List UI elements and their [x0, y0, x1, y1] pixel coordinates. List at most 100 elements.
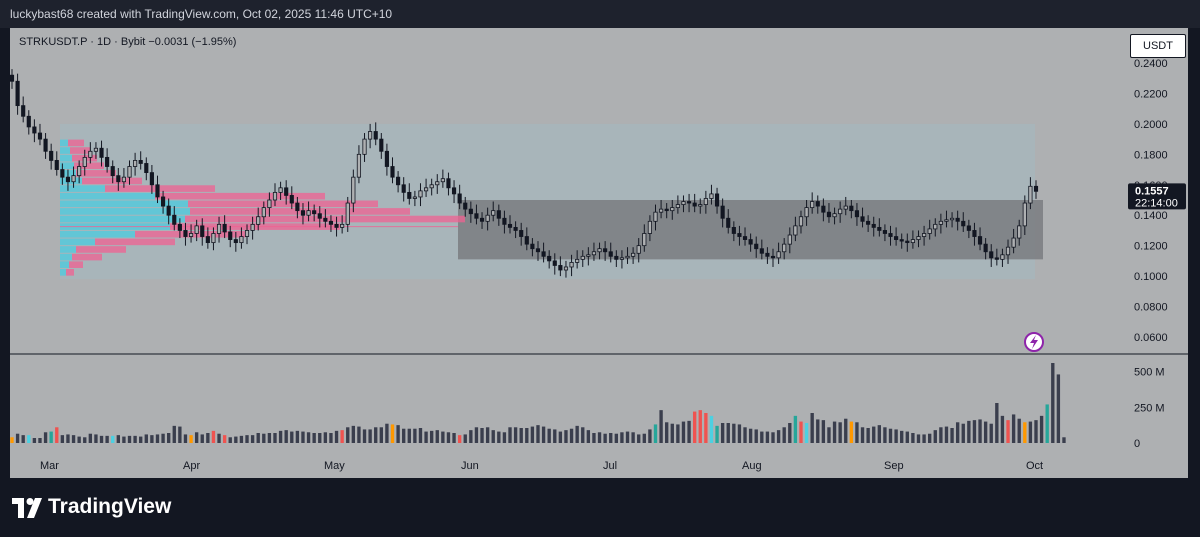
- volume-bar: [284, 430, 288, 443]
- volume-bar: [888, 428, 893, 443]
- candle-down: [110, 166, 115, 177]
- volume-bar: [989, 423, 993, 443]
- volume-bar: [457, 435, 462, 443]
- volume-bar: [609, 433, 613, 443]
- candle-up: [1011, 237, 1016, 248]
- candle-down: [1033, 185, 1039, 192]
- price-tick-label: 0.2400: [1134, 58, 1168, 70]
- volume-bar: [687, 420, 691, 443]
- candle-up: [910, 239, 915, 244]
- countdown-label: 22:14:00: [1135, 197, 1178, 209]
- volume-bar: [967, 420, 971, 443]
- candle-up: [356, 153, 362, 178]
- candle-up: [272, 191, 278, 201]
- volume-bar: [357, 426, 361, 443]
- volume-bar: [346, 427, 350, 443]
- volume-bar: [222, 435, 227, 443]
- candle-down: [552, 260, 557, 266]
- volume-bar: [49, 431, 53, 443]
- candle-down: [161, 196, 166, 207]
- volume-bar: [519, 428, 523, 443]
- volume-bar: [720, 423, 725, 443]
- candle-down: [446, 178, 451, 189]
- volume-bar: [43, 432, 48, 443]
- candle-down: [26, 115, 31, 128]
- brand-name[interactable]: TradingView: [48, 495, 172, 518]
- volume-bar: [765, 431, 770, 443]
- volume-bar: [1017, 418, 1021, 443]
- volume-bar: [407, 428, 411, 443]
- profile-bar-blue: [60, 177, 82, 185]
- candle-down: [765, 252, 770, 257]
- volume-bar: [872, 426, 876, 443]
- candle-down: [519, 230, 524, 237]
- candle-down: [524, 236, 529, 245]
- candle-down: [144, 163, 149, 173]
- price-tick-label: 0.1400: [1134, 210, 1168, 222]
- candle-down: [323, 217, 328, 222]
- candle-down: [731, 226, 736, 234]
- candle-down: [177, 223, 182, 231]
- candle-down: [530, 243, 535, 250]
- candle-down: [468, 208, 473, 215]
- volume-bar: [390, 424, 395, 443]
- volume-bar: [732, 423, 736, 443]
- volume-bar: [21, 435, 25, 443]
- profile-bar-pink: [105, 185, 215, 192]
- price-tick-label: 0.1800: [1134, 149, 1168, 161]
- volume-bar: [1000, 415, 1005, 443]
- candle-down: [608, 251, 613, 257]
- candle-down: [888, 233, 893, 237]
- candle-up: [591, 251, 597, 256]
- candle-up: [832, 213, 837, 218]
- candle-down: [614, 255, 619, 260]
- volume-bar: [15, 433, 20, 443]
- price-chart[interactable]: 0.24000.22000.20000.18000.16000.14000.12…: [10, 28, 1188, 478]
- candle-up: [636, 245, 641, 254]
- candle-down: [686, 201, 692, 204]
- volume-bar: [234, 436, 238, 443]
- volume-bar: [55, 427, 59, 443]
- volume-tick-label: 250 M: [1134, 402, 1165, 414]
- volume-bar: [911, 433, 915, 443]
- candle-down: [558, 265, 563, 271]
- candle-up: [709, 193, 714, 199]
- volume-bar: [916, 434, 921, 443]
- candle-up: [838, 208, 843, 215]
- candle-down: [955, 217, 960, 222]
- volume-bar: [592, 433, 596, 443]
- last-price-marker: [1128, 183, 1186, 210]
- volume-bar: [424, 431, 428, 443]
- volume-bar: [709, 415, 714, 443]
- volume-bar: [928, 433, 932, 443]
- volume-bar: [692, 411, 697, 443]
- volume-bar: [659, 410, 663, 443]
- candle-down: [463, 202, 468, 210]
- candle-down: [32, 126, 37, 134]
- volume-bar: [150, 435, 154, 443]
- volume-bar: [883, 427, 887, 443]
- candle-up: [71, 175, 76, 183]
- volume-bar: [256, 433, 260, 443]
- candle-down: [105, 156, 110, 167]
- volume-bar: [564, 430, 568, 443]
- month-tick-label: May: [324, 460, 345, 472]
- month-tick-label: Apr: [183, 460, 200, 472]
- candle-down: [10, 74, 15, 82]
- candle-up: [949, 217, 955, 221]
- volume-bar: [340, 430, 344, 443]
- volume-bar: [217, 433, 221, 443]
- currency-unit-button[interactable]: USDT: [1130, 34, 1186, 58]
- volume-bar: [166, 433, 171, 443]
- volume-bar: [978, 419, 982, 443]
- profile-bar-blue: [60, 147, 70, 154]
- chart-panel[interactable]: 0.24000.22000.20000.18000.16000.14000.12…: [10, 28, 1188, 478]
- volume-bar: [553, 429, 557, 443]
- volume-bar: [995, 403, 999, 443]
- symbol-legend: STRKUSDT.P · 1D · Bybit −0.0031 (−1.95%): [19, 36, 237, 48]
- candle-down: [989, 251, 994, 259]
- volume-bar: [1062, 437, 1066, 443]
- profile-bar-blue: [60, 261, 69, 268]
- volume-bar: [955, 422, 960, 443]
- candle-up: [250, 223, 255, 231]
